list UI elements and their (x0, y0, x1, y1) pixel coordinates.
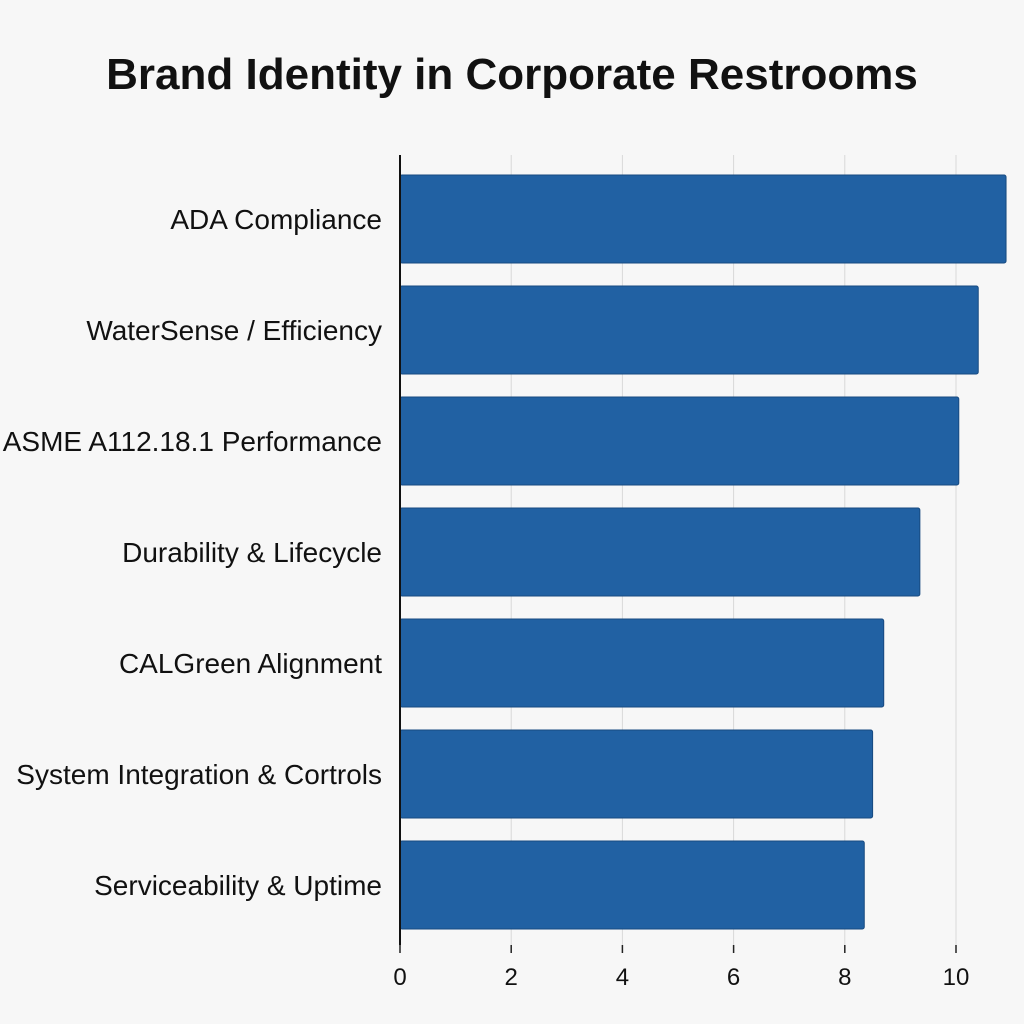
category-label: CALGreen Alignment (119, 648, 382, 679)
bar (399, 840, 865, 930)
chart-title: Brand Identity in Corporate Restrooms (106, 50, 918, 99)
x-tick-label: 0 (393, 964, 406, 991)
category-label: System Integration & Cortrols (16, 759, 382, 790)
x-tick-label: 10 (943, 964, 970, 991)
bar (399, 507, 921, 597)
x-tick-label: 2 (505, 964, 518, 991)
bar (399, 618, 885, 708)
category-label: Durability & Lifecycle (122, 537, 382, 568)
category-label: ASME A112.18.1 Performance (3, 426, 382, 457)
bar (399, 729, 874, 819)
bar (399, 396, 960, 486)
category-label: WaterSense / Efficiency (86, 315, 382, 346)
bar (399, 174, 1007, 264)
x-tick-label: 4 (616, 964, 629, 991)
category-label: Serviceability & Uptime (94, 870, 382, 901)
x-tick-label: 6 (727, 964, 740, 991)
bar (399, 285, 979, 375)
x-tick-label: 8 (838, 964, 851, 991)
category-label: ADA Compliance (170, 204, 382, 235)
